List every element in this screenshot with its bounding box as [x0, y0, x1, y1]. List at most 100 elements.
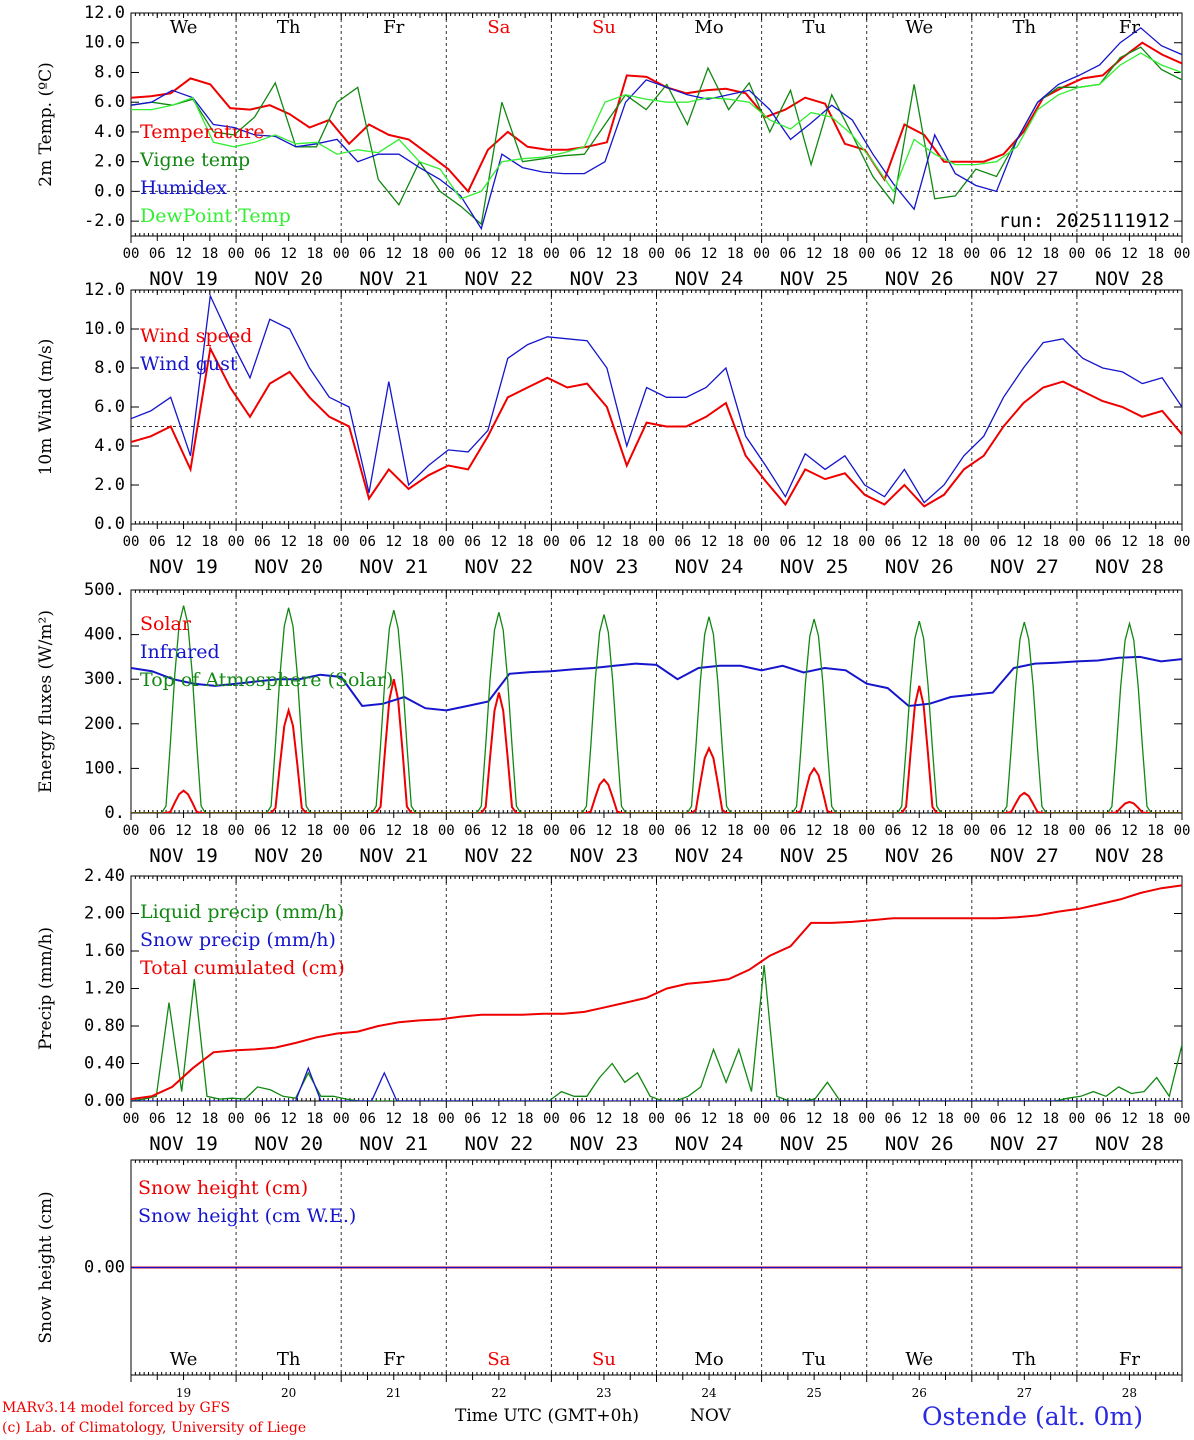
- time-axis-title: Time UTC (GMT+0h): [455, 1406, 640, 1426]
- day-number-label: 25: [807, 1386, 822, 1400]
- hour-tick-label: 18: [201, 246, 218, 262]
- day-abbr-label: Fr: [383, 1349, 404, 1370]
- y-tick-label: 6.0: [94, 397, 125, 417]
- hour-tick-label: 18: [412, 246, 429, 262]
- hour-tick-label: 00: [438, 534, 455, 550]
- hour-tick-label: 18: [937, 823, 954, 839]
- y-tick-label: 2.00: [84, 904, 125, 924]
- legend-entry: Snow height (cm): [138, 1177, 308, 1199]
- hour-tick-label: 12: [806, 246, 823, 262]
- hour-tick-label: 12: [701, 246, 718, 262]
- model-credit: MARv3.14 model forced by GFS: [2, 1400, 231, 1416]
- hour-tick-label: 00: [753, 1111, 770, 1127]
- date-label: NOV 19: [149, 1133, 218, 1155]
- hour-tick-label: 00: [1174, 534, 1191, 550]
- date-label: NOV 27: [990, 1133, 1059, 1155]
- hour-tick-label: 12: [280, 534, 297, 550]
- y-tick-label: 0.0: [94, 181, 125, 201]
- hour-tick-label: 06: [779, 1111, 796, 1127]
- day-number-label: 26: [912, 1386, 927, 1400]
- legend-entry: Wind speed: [140, 325, 252, 347]
- hour-tick-label: 00: [1174, 823, 1191, 839]
- hour-tick-label: 12: [490, 246, 507, 262]
- day-abbr-label: Th: [277, 17, 301, 38]
- hour-tick-label: 18: [937, 534, 954, 550]
- y-tick-label: 1.20: [84, 979, 125, 999]
- day-abbr-label: Tu: [802, 1349, 826, 1370]
- hour-tick-label: 18: [412, 1111, 429, 1127]
- legend-entry: Snow precip (mm/h): [140, 929, 336, 951]
- y-tick-label: 4.0: [94, 436, 125, 456]
- date-label: NOV 22: [465, 845, 534, 867]
- y-tick-label: 6.0: [94, 92, 125, 112]
- hour-tick-label: 06: [990, 534, 1007, 550]
- hour-tick-label: 12: [596, 1111, 613, 1127]
- date-label: NOV 26: [885, 268, 954, 290]
- hour-tick-label: 00: [228, 1111, 245, 1127]
- hour-tick-label: 00: [543, 246, 560, 262]
- date-label: NOV 19: [149, 556, 218, 578]
- day-abbr-label: Mo: [694, 17, 723, 38]
- hour-tick-label: 06: [359, 1111, 376, 1127]
- hour-tick-label: 00: [543, 534, 560, 550]
- hour-tick-label: 12: [701, 534, 718, 550]
- hour-tick-label: 00: [648, 246, 665, 262]
- legend-entry: DewPoint Temp: [140, 205, 291, 227]
- hour-tick-label: 12: [1121, 246, 1138, 262]
- hour-tick-label: 12: [1016, 1111, 1033, 1127]
- hour-tick-label: 12: [175, 1111, 192, 1127]
- legend-entry: Wind gust: [140, 353, 238, 375]
- legend-entry: Snow height (cm W.E.): [138, 1205, 356, 1227]
- hour-tick-label: 06: [149, 246, 166, 262]
- hour-tick-label: 12: [385, 1111, 402, 1127]
- legend-entry: Humidex: [140, 177, 227, 199]
- y-axis-label: 2m Temp. (ºC): [36, 62, 56, 187]
- series-line-temperature: [131, 41, 1182, 194]
- hour-tick-label: 12: [911, 246, 928, 262]
- day-abbr-label: Sa: [487, 1349, 510, 1370]
- hour-tick-label: 00: [1068, 246, 1085, 262]
- hour-tick-label: 00: [858, 534, 875, 550]
- hour-tick-label: 00: [753, 246, 770, 262]
- day-number-label: 24: [701, 1386, 717, 1400]
- hour-tick-label: 06: [464, 534, 481, 550]
- date-label: NOV 21: [359, 268, 428, 290]
- hour-tick-label: 06: [254, 1111, 271, 1127]
- hour-tick-label: 00: [1174, 1111, 1191, 1127]
- day-number-label: 21: [386, 1386, 401, 1400]
- series-line-wind-gust: [131, 293, 1182, 504]
- hour-tick-label: 06: [885, 823, 902, 839]
- hour-tick-label: 06: [885, 534, 902, 550]
- hour-tick-label: 12: [806, 823, 823, 839]
- series-group-flux: [131, 605, 1182, 813]
- series-line-infrared: [131, 655, 1182, 712]
- y-axis-label: Precip (mm/h): [36, 927, 56, 1050]
- hour-tick-label: 06: [779, 246, 796, 262]
- hour-tick-label: 18: [201, 534, 218, 550]
- hour-tick-label: 18: [1042, 246, 1059, 262]
- series-group-wind: [131, 293, 1182, 508]
- hour-tick-label: 18: [517, 534, 534, 550]
- y-tick-label: 500.: [84, 580, 125, 600]
- day-abbr-label: Th: [1013, 17, 1037, 38]
- hour-tick-label: 12: [490, 534, 507, 550]
- date-label: NOV 19: [149, 268, 218, 290]
- date-label: NOV 28: [1095, 845, 1164, 867]
- day-abbr-label: We: [170, 17, 198, 38]
- hour-tick-label: 12: [175, 534, 192, 550]
- hour-tick-label: 18: [832, 534, 849, 550]
- hour-tick-label: 18: [412, 823, 429, 839]
- hour-tick-label: 18: [1147, 823, 1164, 839]
- hour-tick-label: 06: [1095, 1111, 1112, 1127]
- y-tick-label: 0.00: [84, 1258, 125, 1278]
- series-line-total-cumulated-cm-: [131, 884, 1182, 1101]
- hour-tick-label: 18: [306, 534, 323, 550]
- hour-tick-label: 06: [254, 534, 271, 550]
- day-abbr-label: Tu: [802, 17, 826, 38]
- hour-tick-label: 12: [280, 1111, 297, 1127]
- day-abbr-label: Mo: [694, 1349, 723, 1370]
- hour-tick-label: 00: [858, 1111, 875, 1127]
- hour-tick-label: 00: [648, 1111, 665, 1127]
- series-line-top-of-atmosphere-solar-: [131, 605, 1182, 813]
